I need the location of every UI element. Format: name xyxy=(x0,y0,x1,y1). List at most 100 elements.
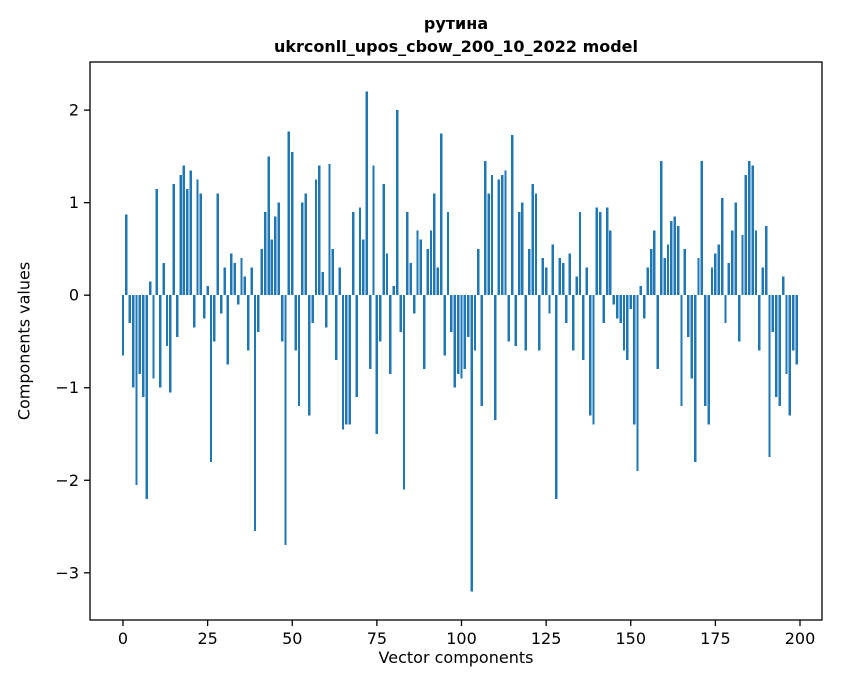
bar xyxy=(301,202,304,296)
bar xyxy=(335,295,338,360)
bar xyxy=(348,295,351,425)
bar xyxy=(561,262,565,296)
bar xyxy=(653,230,656,296)
bar xyxy=(690,295,693,379)
y-tick-label: −1 xyxy=(55,378,79,397)
bar xyxy=(433,193,436,296)
bar xyxy=(402,295,406,490)
bar xyxy=(605,207,609,296)
bar xyxy=(159,295,162,388)
bar xyxy=(484,161,487,296)
x-tick-label: 0 xyxy=(118,629,128,648)
bar xyxy=(473,295,477,351)
bar xyxy=(700,161,704,296)
bar xyxy=(307,295,311,416)
x-tick-label: 50 xyxy=(282,629,302,648)
bar xyxy=(534,193,538,296)
bar xyxy=(626,295,629,360)
bar xyxy=(734,202,737,296)
bar xyxy=(223,267,226,296)
bar xyxy=(351,211,355,296)
bar xyxy=(175,295,179,337)
bar xyxy=(656,295,660,370)
bar xyxy=(744,174,748,296)
bar xyxy=(392,285,395,296)
bar xyxy=(710,267,714,296)
bar xyxy=(179,174,182,296)
bar xyxy=(233,262,236,296)
bar xyxy=(619,295,622,323)
bar xyxy=(206,285,209,296)
bar xyxy=(676,225,680,296)
bar xyxy=(538,295,541,351)
bar xyxy=(186,188,189,296)
bar xyxy=(189,170,192,296)
bar xyxy=(409,262,412,296)
bar xyxy=(524,295,528,351)
bar xyxy=(551,244,555,296)
x-tick-label: 75 xyxy=(367,629,387,648)
bar xyxy=(544,267,548,296)
bar xyxy=(250,267,253,296)
bar xyxy=(372,165,375,296)
bar xyxy=(456,295,460,374)
x-axis-label: Vector components xyxy=(378,648,534,667)
y-tick-label: 0 xyxy=(69,286,79,305)
x-tick-label: 150 xyxy=(615,629,646,648)
bar xyxy=(649,248,653,296)
bar xyxy=(680,295,683,407)
bar xyxy=(639,285,643,296)
bar xyxy=(429,230,433,296)
bar xyxy=(287,131,291,296)
bar xyxy=(142,295,145,397)
bar xyxy=(761,267,764,296)
chart-title-word: рутина xyxy=(423,14,489,33)
bar xyxy=(148,281,152,296)
bar xyxy=(558,258,561,296)
bar xyxy=(693,295,697,462)
bar xyxy=(666,244,670,296)
bar xyxy=(714,253,717,296)
bar xyxy=(795,295,798,365)
bar xyxy=(345,295,348,425)
bar xyxy=(792,295,795,351)
bar xyxy=(612,295,616,305)
bar xyxy=(477,248,480,296)
x-tick-label: 25 xyxy=(197,629,217,648)
bar xyxy=(263,211,267,296)
chart-title-model: ukrconll_upos_cbow_200_10_2022 model xyxy=(273,37,639,56)
x-tick-label: 125 xyxy=(531,629,562,648)
bar xyxy=(358,207,362,296)
bar xyxy=(324,295,328,328)
bar xyxy=(416,230,419,296)
y-tick-label: 2 xyxy=(69,101,79,120)
bar xyxy=(399,295,402,333)
bar xyxy=(704,295,707,407)
bar xyxy=(243,276,247,296)
bar xyxy=(632,295,636,425)
bar xyxy=(321,272,324,296)
bar xyxy=(247,295,250,351)
bar xyxy=(670,221,673,296)
bar xyxy=(541,258,544,296)
bar xyxy=(528,248,531,296)
bar xyxy=(294,295,297,351)
bar xyxy=(192,295,196,328)
bar xyxy=(219,295,223,314)
bar xyxy=(196,179,199,296)
bar xyxy=(572,295,575,351)
bar xyxy=(169,295,172,393)
bar xyxy=(748,161,751,296)
bar xyxy=(588,295,592,416)
y-tick-label: 1 xyxy=(69,193,79,212)
bar xyxy=(209,295,213,462)
bar xyxy=(328,163,331,296)
bar xyxy=(687,295,690,337)
bar xyxy=(267,156,270,296)
bar xyxy=(314,179,318,296)
bar xyxy=(128,295,131,323)
bar xyxy=(497,179,500,296)
bar xyxy=(629,295,632,310)
y-tick-label: −2 xyxy=(55,471,79,490)
bar xyxy=(480,295,484,407)
